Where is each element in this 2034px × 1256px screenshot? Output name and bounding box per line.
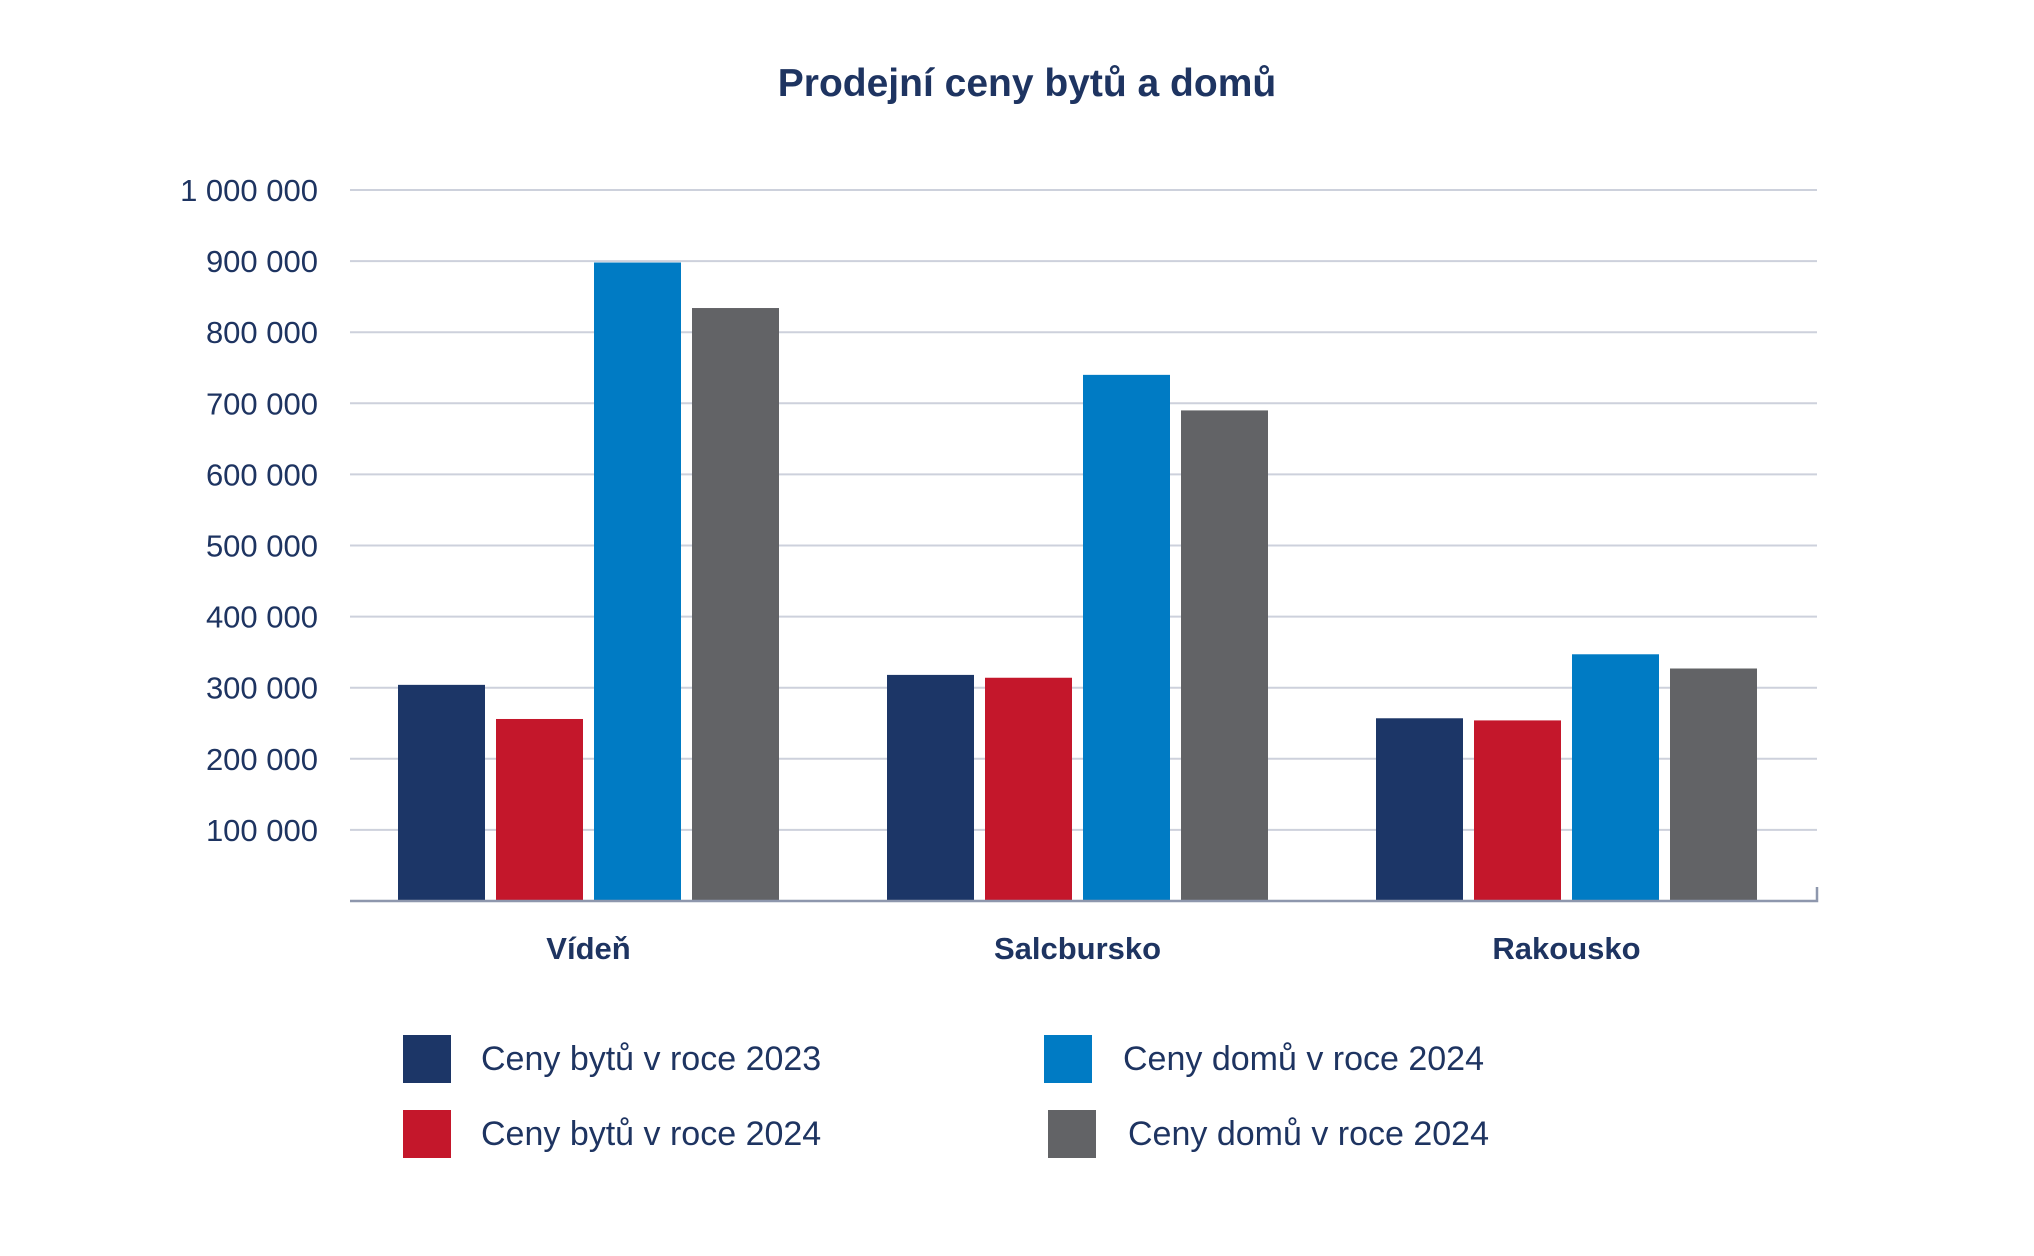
bar (1670, 668, 1757, 901)
y-tick-label: 400 000 (206, 600, 318, 635)
y-tick-label: 300 000 (206, 671, 318, 706)
legend-swatch (403, 1035, 451, 1083)
bar (1083, 374, 1170, 901)
chart-title: Prodejní ceny bytů a domů (778, 62, 1276, 105)
legend-swatch (1044, 1035, 1092, 1083)
y-tick-label: 900 000 (206, 244, 318, 279)
legend-label: Ceny bytů v roce 2023 (481, 1040, 821, 1078)
x-axis-tick-labels: Vídeň Salcbursko Rakousko (546, 931, 1640, 966)
bar (1376, 718, 1463, 901)
y-tick-label: 700 000 (206, 386, 318, 421)
legend-item: Ceny bytů v roce 2023 (403, 1035, 821, 1083)
x-tick-label: Vídeň (546, 931, 630, 966)
x-tick-label: Salcbursko (994, 931, 1161, 966)
bar (1181, 410, 1268, 901)
y-tick-label: 800 000 (206, 315, 318, 350)
y-tick-label: 100 000 (206, 813, 318, 848)
legend-item: Ceny domů v roce 2024 (1048, 1110, 1489, 1158)
y-tick-label: 1 000 000 (180, 173, 318, 208)
legend-item: Ceny bytů v roce 2024 (403, 1110, 821, 1158)
y-tick-label: 500 000 (206, 529, 318, 564)
bar (496, 718, 583, 901)
legend: Ceny bytů v roce 2023 Ceny bytů v roce 20… (403, 1035, 1489, 1158)
bar (594, 262, 681, 902)
legend-label: Ceny domů v roce 2024 (1123, 1040, 1484, 1078)
y-tick-label: 600 000 (206, 457, 318, 492)
bar (692, 308, 779, 901)
bar (1572, 654, 1659, 901)
legend-item: Ceny domů v roce 2024 (1044, 1035, 1484, 1083)
y-axis-tick-labels: 100 000 200 000 300 000 400 000 500 000 600 0… (180, 173, 318, 848)
bar (887, 674, 974, 901)
legend-label: Ceny bytů v roce 2024 (481, 1115, 821, 1153)
legend-label: Ceny domů v roce 2024 (1128, 1115, 1489, 1153)
x-axis-line (350, 887, 1819, 903)
legend-swatch (1048, 1110, 1096, 1158)
bar (985, 677, 1072, 901)
bar (1474, 720, 1561, 901)
x-axis (350, 887, 1819, 903)
x-tick-label: Rakousko (1492, 931, 1640, 966)
bar (398, 684, 485, 901)
bars (398, 262, 1757, 902)
legend-swatch (403, 1110, 451, 1158)
y-tick-label: 200 000 (206, 742, 318, 777)
